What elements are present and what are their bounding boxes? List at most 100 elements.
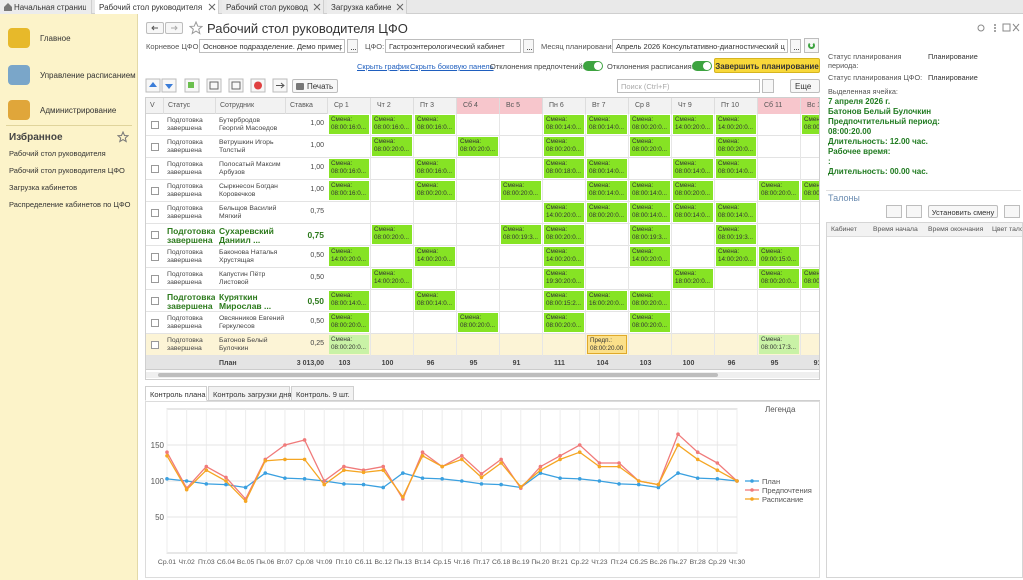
shift-cell[interactable]: Смена: 08:00:14:0... [587, 115, 627, 134]
row-checkbox[interactable] [151, 165, 159, 173]
shift-cell[interactable]: Смена: 08:00:14:0... [329, 291, 369, 310]
coupon-add[interactable] [886, 205, 902, 218]
favorite-link[interactable]: Рабочий стол руководителя ЦФО [9, 166, 125, 175]
tab[interactable]: Загрузка кабинетов [327, 0, 407, 14]
shift-cell[interactable]: Смена: 08:00:14:0... [630, 203, 670, 222]
shift-cell[interactable]: Смена: 08:00:14:0... [544, 115, 584, 134]
search-clear[interactable] [762, 79, 774, 93]
select-button[interactable] [790, 39, 801, 53]
shift-cell[interactable]: Смена:08:00:20:0... [630, 115, 670, 134]
shift-cell[interactable]: Смена:08:00:20:0... [673, 181, 713, 200]
shift-cell[interactable]: Смена:08:00:20:0... [759, 181, 799, 200]
more-button[interactable]: Еще [790, 79, 820, 93]
shift-cell[interactable]: Смена:08:00:20:0... [630, 137, 670, 156]
shift-cell[interactable]: Смена:08:00:20:0... [415, 181, 455, 200]
shift-cell[interactable]: Смена: 08:00:17:3... [759, 335, 799, 354]
shift-cell[interactable]: Смена: 14:00:20:0... [673, 115, 713, 134]
copy[interactable] [184, 78, 200, 93]
shift-cell[interactable]: Смена:08:00:20:0... [759, 269, 799, 288]
shift-cell[interactable]: Смена: 08:00:16:0... [329, 159, 369, 178]
toggle-switch[interactable] [692, 61, 712, 71]
coupon-delete[interactable] [1004, 205, 1020, 218]
row-checkbox[interactable] [151, 187, 159, 195]
delete[interactable] [250, 78, 266, 93]
shift-cell[interactable]: Смена: 08:00:16:0... [415, 159, 455, 178]
shift-cell[interactable]: Смена: 08:00:19:3... [630, 225, 670, 244]
shift-cell[interactable]: Смена:08:00:20:0... [630, 313, 670, 332]
scroll-thumb[interactable] [158, 373, 718, 377]
shift-cell[interactable]: Смена: 14:00:20:0... [544, 247, 584, 266]
filter-input[interactable]: Апрель 2026 Консультативно-диагностическ… [612, 39, 788, 53]
chart-tab[interactable]: Контроль плана [145, 386, 207, 401]
link[interactable]: Скрыть график [357, 62, 410, 71]
chart-tab[interactable]: Контроль. 9 шт. [291, 386, 354, 401]
filter-input[interactable]: Гастроэнтерологический кабинет [385, 39, 521, 53]
shift-cell[interactable]: Смена:08:00:20:0... [372, 225, 412, 244]
move-down[interactable] [161, 78, 177, 93]
set-shift-button[interactable]: Установить смену [928, 205, 998, 218]
favorite-star[interactable] [189, 21, 203, 35]
toggle-switch[interactable] [583, 61, 603, 71]
shift-cell[interactable]: Предп.: 08:00:20.00 [587, 335, 627, 354]
chart-tab[interactable]: Контроль загрузки дня [208, 386, 291, 401]
search-input[interactable]: Поиск (Ctrl+F) [617, 79, 760, 93]
calendar-edit[interactable] [228, 78, 244, 93]
select-button[interactable] [523, 39, 534, 53]
coupon-edit[interactable] [906, 205, 922, 218]
row-checkbox[interactable] [151, 297, 159, 305]
shift-cell[interactable]: Смена:08:00:20:0... [329, 335, 369, 354]
shift-cell[interactable]: Смена: 14:00:20:0... [415, 247, 455, 266]
section-link[interactable]: Администрирование [40, 106, 117, 115]
shift-cell[interactable]: Смена:08:00:20:0... [372, 137, 412, 156]
shift-cell[interactable]: Смена:08:00:20:0... [716, 137, 756, 156]
row-checkbox[interactable] [151, 231, 159, 239]
favorite-link[interactable]: Рабочий стол руководителя [9, 149, 106, 158]
row-checkbox[interactable] [151, 341, 159, 349]
shift-cell[interactable]: Смена: 08:00:19:3... [716, 225, 756, 244]
favorite-link[interactable]: Распределение кабинетов по ЦФО [9, 200, 131, 209]
row-checkbox[interactable] [151, 253, 159, 261]
shift-cell[interactable]: Смена: 08:00:15:2... [544, 291, 584, 310]
shift-cell[interactable]: Смена: 08:00:14:0... [587, 159, 627, 178]
shift-cell[interactable]: Смена: 08:00:19:3... [501, 225, 541, 244]
shift-cell[interactable]: Смена: 14:00:20:0... [716, 247, 756, 266]
close-icon[interactable] [395, 2, 405, 12]
move-up[interactable] [145, 78, 161, 93]
close-icon[interactable] [207, 2, 217, 12]
shift-cell[interactable]: Смена:08:00:20:0... [587, 203, 627, 222]
shift-cell[interactable]: Смена:08:00:20:0... [501, 181, 541, 200]
shift-cell[interactable]: Смена: 08:00:14:0... [415, 291, 455, 310]
section-link[interactable]: Управление расписанием [40, 71, 136, 80]
back-button[interactable] [146, 22, 164, 34]
tab[interactable]: Начальная страница [0, 0, 92, 14]
section-link[interactable]: Главное [40, 34, 71, 43]
shift-cell[interactable]: Смена:08:00:20:0... [802, 269, 819, 288]
shift-cell[interactable]: Смена:08:00:20:0... [458, 313, 498, 332]
shift-cell[interactable]: Смена:08:00:20:0... [458, 137, 498, 156]
favorites-star[interactable] [117, 131, 129, 143]
favorite-link[interactable]: Загрузка кабинетов [9, 183, 78, 192]
shift-cell[interactable]: Смена: 08:00:16:0... [415, 115, 455, 134]
close-icon[interactable] [312, 2, 322, 12]
shift-cell[interactable]: Смена: 14:00:20:0... [329, 247, 369, 266]
shift-cell[interactable]: Смена: 08:00:16:0... [329, 115, 369, 134]
link[interactable]: Скрыть боковую панель [410, 62, 494, 71]
shift-cell[interactable]: Смена: 16:00:20:0... [587, 291, 627, 310]
shift-cell[interactable]: Смена:08:00:20:0... [802, 115, 819, 134]
row-checkbox[interactable] [151, 275, 159, 283]
shift-cell[interactable]: Смена: 08:00:14:0... [587, 181, 627, 200]
tab[interactable]: Рабочий стол руководителя ЦФО [95, 0, 219, 14]
shift-cell[interactable]: Смена: 14:00:20:0... [630, 247, 670, 266]
next[interactable] [272, 78, 288, 93]
select-button[interactable] [347, 39, 358, 53]
shift-cell[interactable]: Смена: 14:00:20:0... [716, 115, 756, 134]
shift-cell[interactable]: Смена: 08:00:14:0... [673, 159, 713, 178]
shift-cell[interactable]: Смена: 09:00:15:0... [759, 247, 799, 266]
shift-cell[interactable]: Смена: 08:00:16:0... [329, 181, 369, 200]
shift-cell[interactable]: Смена: 18:00:20:0... [673, 269, 713, 288]
row-checkbox[interactable] [151, 121, 159, 129]
shift-cell[interactable]: Смена: 14:00:20:0... [372, 269, 412, 288]
shift-cell[interactable]: Смена:08:00:20:0... [802, 181, 819, 200]
finish-button[interactable]: Завершить планирование [714, 58, 820, 73]
shift-cell[interactable]: Смена: 08:00:14:0... [673, 203, 713, 222]
